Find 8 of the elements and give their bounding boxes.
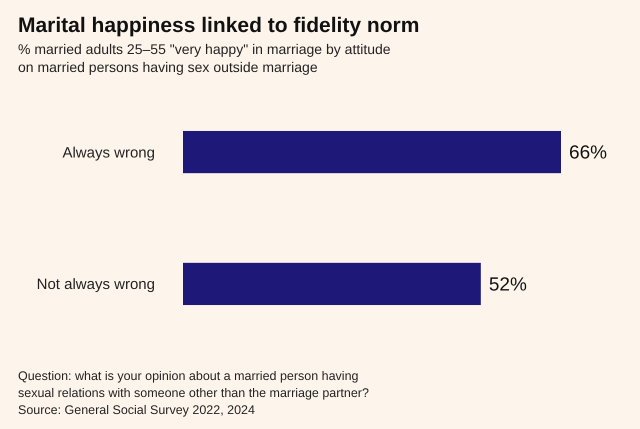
data-label: 52% (488, 274, 527, 296)
y-tick-label: Not always wrong (36, 276, 155, 294)
chart-title: Marital happiness linked to fidelity norm (18, 14, 420, 37)
y-tick-label: Always wrong (62, 144, 155, 162)
chart-subtitle: % married adults 25–55 "very happy" in marriage by attitude on married persons having sex outside marriage (18, 41, 391, 75)
source-note: Source: General Social Survey 2022, 2024 (18, 403, 255, 417)
data-label: 66% (569, 142, 608, 164)
text: Question: what is your opinion about a married person having sexual relations with someone other than the marriage partner? (18, 369, 369, 400)
